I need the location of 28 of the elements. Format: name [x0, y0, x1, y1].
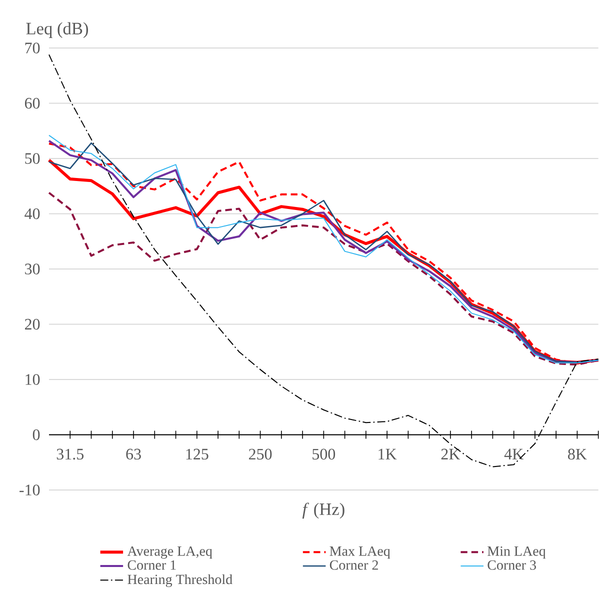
y-tick-label: 70 [25, 42, 40, 54]
x-tick-label: 31.5 [56, 448, 84, 460]
x-tick-label: 125 [186, 448, 208, 460]
legend-label: Corner 3 [488, 560, 536, 570]
legend-label: Average LA,eq [127, 546, 212, 559]
y-axis-title: Leq (dB) [26, 22, 88, 38]
legend-label: Corner 2 [330, 560, 378, 570]
y-tick-label: 40 [24, 208, 40, 220]
y-tick-label: -10 [20, 484, 40, 496]
legend-label: Min LAeq [488, 546, 546, 559]
x-tick-label: 2K [441, 448, 460, 460]
y-tick-label: 10 [26, 374, 40, 385]
y-tick-label: 20 [25, 318, 40, 330]
legend-label: Corner 1 [128, 560, 176, 570]
x-tick-label: 250 [248, 448, 272, 460]
y-tick-label: 0 [32, 429, 40, 440]
x-axis-title: f (Hz) [302, 502, 344, 519]
x-tick-label: 1K [378, 448, 397, 460]
x-tick-label: 63 [126, 448, 141, 460]
line-series [48, 54, 599, 468]
legend-label: Hearing Threshold [128, 574, 232, 588]
x-tick-label: 500 [312, 448, 336, 460]
x-tick-label: 4K [504, 448, 524, 460]
legend-label: Max LAeq [330, 546, 390, 559]
y-tick-label: 60 [24, 98, 40, 109]
y-tick-label: 50 [25, 153, 40, 164]
y-tick-label: 30 [25, 264, 40, 274]
x-tick-label: 8K [568, 448, 587, 460]
